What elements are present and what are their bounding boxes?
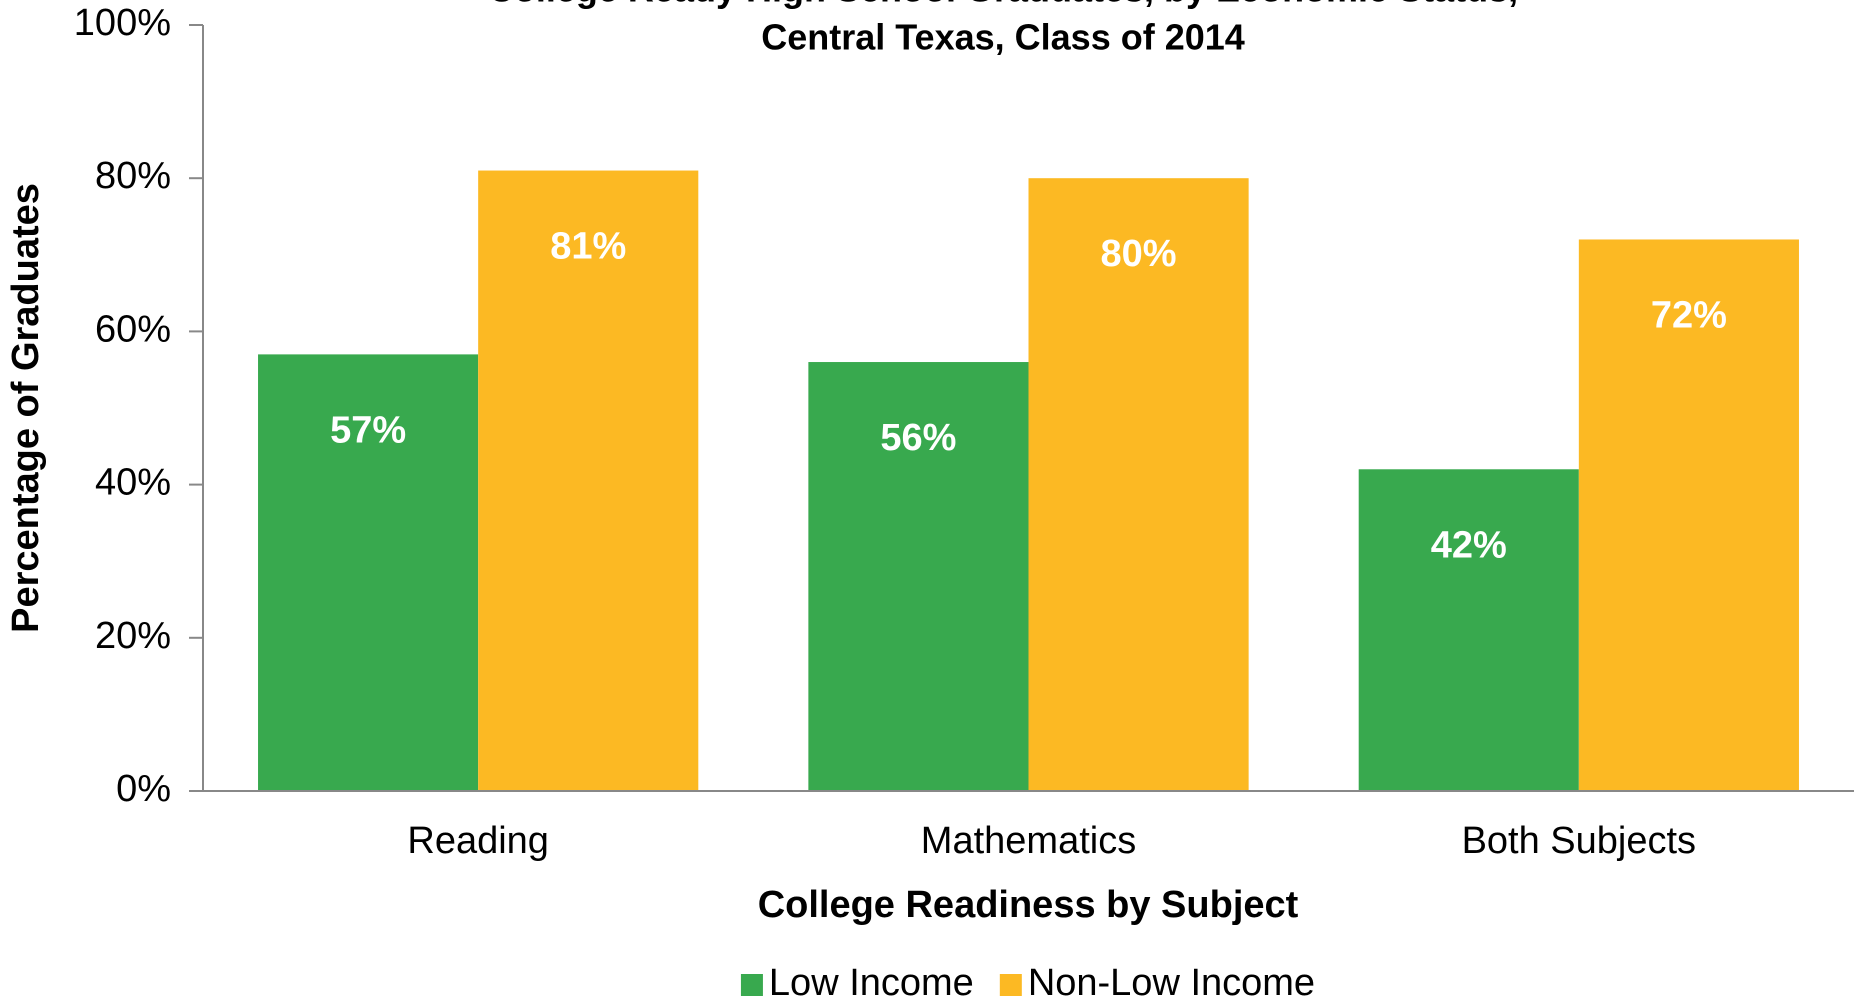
data-label: 80% <box>1101 233 1177 275</box>
bar <box>478 170 699 792</box>
chart-title: College Ready High School Graduates, by … <box>488 0 1518 10</box>
y-tick-label: 100% <box>74 2 171 44</box>
x-tick-label: Both Subjects <box>1462 820 1696 862</box>
y-axis-title: Percentage of Graduates <box>5 183 47 633</box>
bar <box>1578 239 1799 792</box>
bar <box>1028 178 1249 791</box>
legend-swatch <box>999 974 1022 996</box>
y-tick-label: 60% <box>95 308 171 350</box>
y-tick-label: 20% <box>95 615 171 657</box>
data-label: 56% <box>880 417 956 459</box>
x-axis-title: College Readiness by Subject <box>758 884 1299 926</box>
data-label: 72% <box>1651 295 1727 337</box>
y-tick-label: 0% <box>116 768 171 810</box>
data-label: 57% <box>330 409 406 451</box>
legend: Low Income Non-Low Income <box>740 962 1315 1001</box>
y-tick-label: 40% <box>95 462 171 504</box>
legend-label: Low Income <box>769 962 974 1001</box>
legend-swatch <box>740 974 763 996</box>
chart-title: Central Texas, Class of 2014 <box>761 17 1245 58</box>
data-label: 81% <box>550 226 626 268</box>
x-tick-label: Mathematics <box>921 820 1136 862</box>
x-tick-label: Reading <box>407 820 549 862</box>
bar <box>1358 469 1579 791</box>
y-tick-label: 80% <box>95 155 171 197</box>
legend-label: Non-Low Income <box>1028 962 1315 1001</box>
bar <box>808 362 1029 791</box>
bar <box>258 354 479 791</box>
data-label: 42% <box>1431 524 1507 566</box>
